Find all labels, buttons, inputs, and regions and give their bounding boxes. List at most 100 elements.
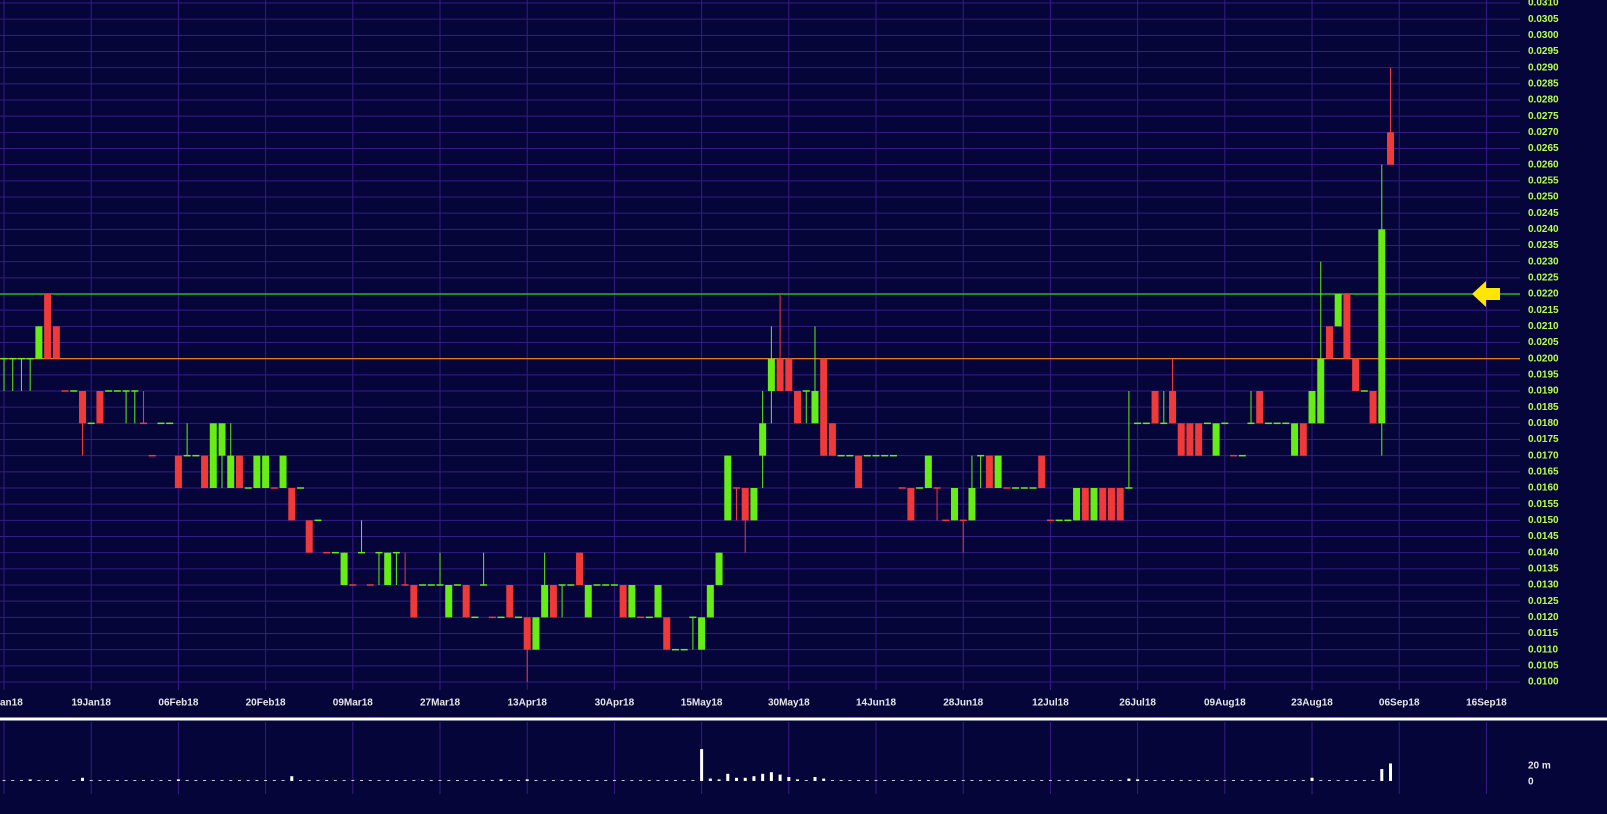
candle-body	[968, 488, 976, 521]
volume-bar	[1040, 780, 1044, 781]
volume-bar	[612, 780, 616, 781]
x-tick-label: 13Apr18	[507, 698, 547, 709]
volume-bar	[1179, 780, 1183, 781]
candle-body	[384, 552, 392, 585]
volume-bar	[307, 780, 311, 781]
candle-body	[506, 585, 514, 618]
volume-bar	[857, 780, 861, 781]
volume-bar	[316, 780, 320, 781]
x-tick-label: 20Feb18	[246, 698, 286, 709]
y-tick-label: 0.0270	[1528, 127, 1559, 138]
volume-bar	[98, 780, 102, 781]
candle-body	[375, 551, 383, 554]
volume-bar	[403, 780, 407, 781]
y-tick-label: 0.0155	[1528, 499, 1559, 510]
y-tick-label: 0.0145	[1528, 531, 1559, 542]
volume-bar	[1275, 780, 1279, 781]
volume-bar	[281, 780, 285, 781]
volume-bar	[891, 780, 895, 781]
volume-bar	[1136, 779, 1140, 781]
candle-body	[1107, 488, 1115, 521]
volume-bar	[944, 780, 948, 781]
candle-body	[706, 585, 714, 618]
candle-body	[1099, 488, 1107, 521]
volume-bar	[159, 780, 163, 781]
volume-bar	[229, 780, 233, 781]
y-tick-label: 0.0110	[1528, 644, 1558, 655]
candle-body	[689, 616, 697, 619]
candle-body	[916, 487, 924, 489]
x-tick-label: an18	[0, 698, 23, 709]
volume-bar	[185, 780, 189, 781]
volume-bar	[142, 780, 146, 781]
candle-body	[1038, 455, 1046, 488]
candle-body	[253, 455, 261, 488]
candle-body	[445, 585, 453, 618]
volume-bar	[1327, 780, 1331, 781]
candle-body	[480, 584, 488, 586]
volume-bar	[953, 780, 957, 781]
volume-bar	[1075, 780, 1079, 781]
volume-bar	[830, 780, 834, 781]
candle-body	[1352, 358, 1360, 391]
candle-body	[602, 584, 610, 586]
volume-bar	[11, 780, 15, 781]
y-tick-label: 0.0310	[1528, 0, 1559, 9]
volume-bar	[1371, 780, 1375, 781]
volume-bar	[516, 780, 520, 781]
candle-body	[1169, 391, 1177, 424]
candle-body	[1282, 422, 1290, 425]
candle-body	[192, 454, 200, 457]
candle-body	[1378, 229, 1386, 424]
candle-body	[724, 455, 732, 521]
candle-body	[1125, 487, 1133, 489]
y-tick-label: 0.0285	[1528, 78, 1559, 89]
y-tick-label: 0.0220	[1528, 289, 1559, 300]
candle-body	[1195, 423, 1203, 456]
candle-body	[863, 454, 871, 457]
x-tick-label: 16Sep18	[1466, 698, 1507, 709]
volume-bar	[970, 780, 974, 781]
volume-bar	[1014, 780, 1018, 781]
volume-bar	[1005, 780, 1009, 781]
candle-body	[785, 358, 793, 391]
arrow-marker	[1472, 281, 1500, 307]
y-tick-label: 0.0255	[1528, 175, 1559, 186]
candle-body	[270, 487, 278, 489]
candle-body	[532, 617, 540, 650]
candle-body	[732, 487, 740, 489]
candle-body	[776, 358, 784, 391]
volume-bar	[220, 780, 224, 781]
candle-body	[820, 358, 828, 456]
candle-body	[1317, 358, 1325, 424]
x-tick-label: 27Mar18	[420, 698, 460, 709]
volume-bar	[682, 780, 686, 781]
candle-body	[419, 584, 427, 586]
y-tick-label: 0.0300	[1528, 30, 1559, 41]
candle-body	[244, 487, 252, 489]
volume-bar	[1232, 780, 1236, 781]
volume-bar	[761, 773, 765, 781]
candle-body	[759, 423, 767, 456]
candle-body	[924, 455, 932, 488]
candle-body	[977, 454, 985, 457]
candle-body	[846, 454, 854, 457]
volume-bar	[839, 780, 843, 781]
volume-bar	[394, 780, 398, 781]
volume-bar	[665, 780, 669, 781]
volume-bar	[909, 780, 913, 781]
volume-bar	[1188, 780, 1192, 781]
volume-bar	[28, 779, 32, 781]
candle-body	[9, 357, 17, 360]
candle-body	[1203, 422, 1211, 425]
volume-bar	[1057, 780, 1061, 781]
volume-bar	[604, 780, 608, 781]
candle-body	[637, 616, 645, 619]
volume-bar	[848, 780, 852, 781]
volume-bar	[1301, 780, 1305, 781]
volume-bar	[150, 780, 154, 781]
candle-body	[576, 552, 584, 585]
volume-bar	[1162, 780, 1166, 781]
candle-body	[1029, 487, 1037, 489]
volume-bar	[787, 777, 791, 781]
